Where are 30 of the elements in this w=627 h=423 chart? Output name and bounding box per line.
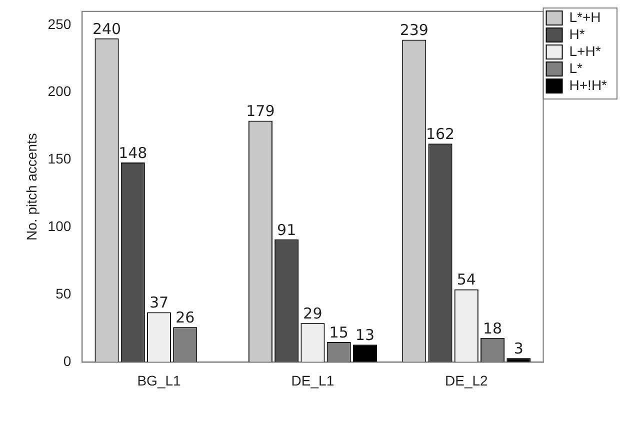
legend-label: H*: [569, 26, 586, 42]
data-label: 29: [303, 304, 322, 322]
data-label: 13: [355, 326, 375, 344]
data-label: 54: [456, 270, 476, 289]
legend-label: L*+H: [569, 8, 601, 25]
data-label: 15: [329, 323, 348, 342]
data-label: 91: [277, 220, 296, 239]
data-label: 26: [176, 308, 195, 327]
data-label: 3: [514, 340, 524, 358]
data-label: 148: [118, 144, 148, 162]
y-axis-title: No. pitch accents: [23, 133, 40, 240]
legend-label: L*: [569, 60, 584, 76]
data-label: 179: [246, 102, 275, 120]
y-tick-label: 50: [56, 286, 72, 302]
y-tick-label: 150: [48, 150, 72, 167]
legend-label: L+H*: [569, 42, 602, 59]
legend-label: H+!H*: [569, 76, 608, 93]
data-label: 162: [426, 125, 455, 144]
y-tick-label: 200: [48, 83, 72, 100]
data-label: 239: [400, 21, 428, 40]
y-tick-label: 100: [48, 218, 72, 234]
data-label: 18: [482, 319, 502, 338]
y-tick-label: 0: [63, 353, 72, 370]
y-tick-label: 250: [48, 16, 72, 32]
bar: [352, 344, 377, 362]
x-tick-label: BG_L1: [137, 372, 182, 388]
data-label: 37: [149, 294, 169, 312]
data-label: 240: [92, 20, 122, 38]
x-tick-label: DE_L2: [445, 372, 488, 388]
x-tick-label: DE_L1: [291, 372, 334, 388]
